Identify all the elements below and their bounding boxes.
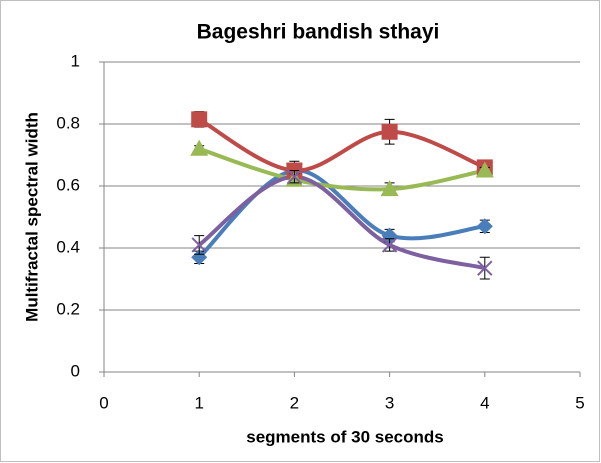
marker (381, 123, 398, 140)
x-tick-label: 1 (194, 393, 203, 412)
y-tick-label: 0.2 (56, 299, 80, 318)
marker (475, 161, 494, 178)
y-tick-label: 0.4 (56, 237, 80, 256)
x-axis-label: segments of 30 seconds (246, 427, 443, 446)
y-tick-label: 0 (71, 361, 80, 380)
y-tick-label: 0.8 (56, 113, 80, 132)
x-tick-label: 2 (290, 393, 299, 412)
marker (476, 218, 493, 235)
marker (380, 180, 399, 197)
marker (191, 237, 207, 253)
x-tick-label: 0 (99, 393, 108, 412)
marker (381, 237, 398, 253)
series-line (197, 168, 486, 259)
marker (191, 249, 208, 266)
y-tick-label: 1 (71, 51, 80, 70)
y-tick-label: 0.6 (56, 175, 80, 194)
series-line (197, 174, 486, 271)
marker (190, 139, 209, 156)
chart-title: Bageshri bandish sthayi (197, 21, 440, 44)
series-line (198, 146, 486, 192)
y-axis-label: Multifractal spectral width (22, 112, 41, 322)
x-tick-label: 3 (385, 393, 394, 412)
x-tick-label: 5 (575, 393, 584, 412)
marker (286, 168, 303, 185)
x-tick-label: 4 (480, 393, 489, 412)
marker (477, 260, 493, 276)
series-line (198, 117, 486, 173)
marker (191, 111, 208, 128)
